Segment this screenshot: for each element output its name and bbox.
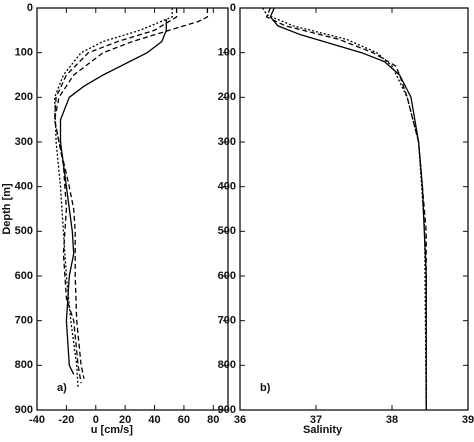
y-tick-label: 800 [218,359,236,371]
x-tick-label: 37 [310,414,322,426]
y-tick-label: 500 [218,225,236,237]
x-tick-label: -20 [58,414,74,426]
x-tick-label: 38 [386,414,398,426]
panel-label: b) [260,382,271,394]
y-tick-label: 800 [15,359,33,371]
y-tick-label: 700 [218,315,236,327]
profile-line [53,8,209,379]
profile-line [53,8,173,388]
y-tick-label: 400 [218,181,236,193]
y-tick-label: 0 [27,2,33,14]
x-tick-label: -40 [29,414,45,426]
profile-line [269,7,427,410]
x-tick-label: 20 [119,414,131,426]
y-tick-label: 300 [15,136,33,148]
y-tick-label: 400 [15,181,33,193]
y-tick-label: 200 [15,91,33,103]
y-tick-label: 900 [15,404,33,416]
x-axis-label: u [cm/s] [91,424,134,436]
plot-frame [36,7,229,411]
profile-line [262,7,427,411]
y-tick-label: 500 [15,225,33,237]
plot-frame [239,7,469,411]
profile-line [53,8,178,384]
y-tick-label: 900 [218,404,236,416]
x-tick-label: 40 [148,414,160,426]
x-tick-label: 0 [93,414,99,426]
x-tick-label: 60 [178,414,190,426]
x-tick-label: 39 [462,414,474,426]
y-tick-label: 600 [218,270,236,282]
y-tick-label: 600 [15,270,33,282]
y-tick-label: 200 [218,91,236,103]
x-axis-label: Salinity [303,424,343,436]
y-tick-label: 100 [218,47,236,59]
profile-line [265,7,427,410]
y-tick-label: 0 [230,2,236,14]
y-tick-label: 700 [15,315,33,327]
y-axis-label: Depth [m] [1,183,13,235]
x-tick-label: 80 [207,414,219,426]
panel-label: a) [57,382,67,394]
x-tick-label: 36 [234,414,246,426]
y-tick-label: 300 [218,136,236,148]
y-tick-label: 100 [15,47,33,59]
